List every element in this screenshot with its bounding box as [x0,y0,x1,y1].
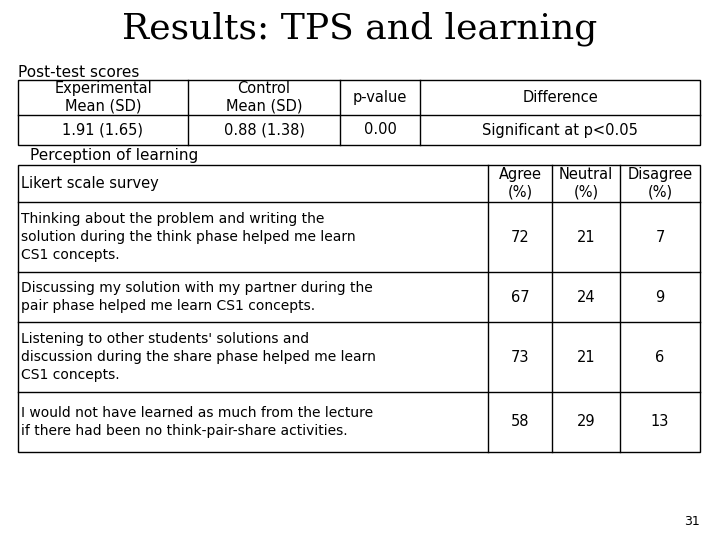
Bar [18,80,700,145]
Text: Disagree
(%): Disagree (%) [627,167,693,200]
Text: 29: 29 [577,415,595,429]
Text: 21: 21 [577,349,595,364]
Text: Agree
(%): Agree (%) [498,167,541,200]
Text: 6: 6 [655,349,665,364]
Text: 67: 67 [510,289,529,305]
Text: 21: 21 [577,230,595,245]
Text: Results: TPS and learning: Results: TPS and learning [122,12,598,46]
Text: 13: 13 [651,415,669,429]
Bar [18,165,700,452]
Text: Likert scale survey: Likert scale survey [21,176,158,191]
Text: Significant at p<0.05: Significant at p<0.05 [482,123,638,138]
Text: 72: 72 [510,230,529,245]
Text: Perception of learning: Perception of learning [30,148,198,163]
Text: 31: 31 [684,515,700,528]
Text: 7: 7 [655,230,665,245]
Text: Control
Mean (SD): Control Mean (SD) [226,82,302,114]
Text: I would not have learned as much from the lecture
if there had been no think-pai: I would not have learned as much from th… [21,406,373,438]
Text: p-value: p-value [353,90,408,105]
Text: 1.91 (1.65): 1.91 (1.65) [63,123,143,138]
Text: Thinking about the problem and writing the
solution during the think phase helpe: Thinking about the problem and writing t… [21,212,356,262]
Text: 58: 58 [510,415,529,429]
Text: Experimental
Mean (SD): Experimental Mean (SD) [54,82,152,114]
Text: Difference: Difference [522,90,598,105]
Text: 73: 73 [510,349,529,364]
Text: 0.88 (1.38): 0.88 (1.38) [223,123,305,138]
Text: Discussing my solution with my partner during the
pair phase helped me learn CS1: Discussing my solution with my partner d… [21,281,373,313]
Text: 9: 9 [655,289,665,305]
Text: 0.00: 0.00 [364,123,397,138]
Text: 24: 24 [577,289,595,305]
Text: Neutral
(%): Neutral (%) [559,167,613,200]
Text: Post-test scores: Post-test scores [18,65,140,80]
Text: Listening to other students' solutions and
discussion during the share phase hel: Listening to other students' solutions a… [21,332,376,382]
